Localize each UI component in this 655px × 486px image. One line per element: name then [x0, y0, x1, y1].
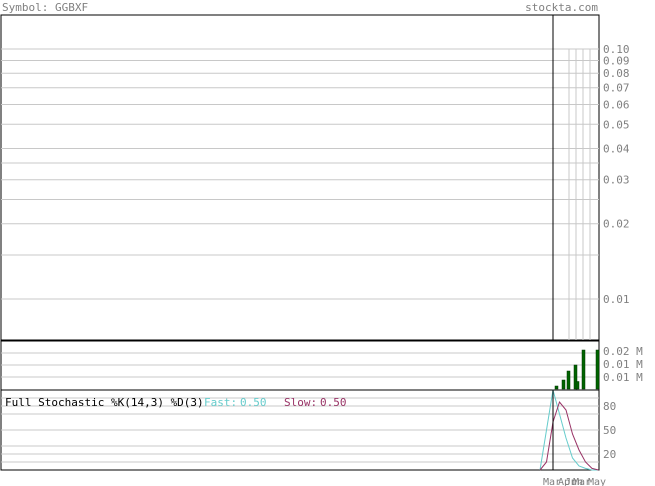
price-panel: 0.100.090.08 0.07 0.06 0.05 0.04 0.03 0.02 0.01	[0, 14, 630, 341]
slow-label: Slow:	[284, 396, 317, 409]
volume-bars	[554, 349, 600, 390]
price-tick-label: 0.01	[603, 293, 630, 306]
symbol-label: Symbol: GGBXF	[2, 1, 88, 14]
price-grid	[1, 48, 599, 300]
price-tick-label: 0.04	[603, 142, 630, 155]
price-tick-label: 0.06	[603, 98, 630, 111]
x-axis-month-label: May	[588, 477, 606, 486]
stochastic-tick-labels: 80 50 20	[603, 400, 616, 461]
slow-value: 0.50	[320, 396, 347, 409]
fast-value: 0.50	[240, 396, 267, 409]
stochastic-grid	[1, 397, 599, 463]
stochastic-title: Full Stochastic %K(14,3) %D(3)	[5, 396, 204, 409]
volume-bar	[595, 349, 600, 390]
volume-grid	[1, 352, 599, 378]
price-vertical-grid	[568, 49, 591, 340]
stochastic-tick-label: 20	[603, 448, 616, 461]
x-axis-month-label: Jun	[565, 477, 583, 486]
site-label: stockta.com	[525, 1, 598, 14]
price-tick-labels: 0.100.090.08 0.07 0.06 0.05 0.04 0.03 0.02 0.01	[603, 43, 630, 306]
price-tick-label: 0.10	[603, 43, 630, 56]
price-panel-border	[0, 14, 600, 341]
price-tick-label: 0.03	[603, 174, 630, 187]
volume-bar	[554, 385, 559, 390]
volume-tick-label: 0.01 M	[603, 358, 643, 371]
stochastic-tick-label: 80	[603, 400, 616, 413]
x-axis-month-label: Apr	[558, 477, 576, 486]
volume-tick-label: 0.01 M	[603, 371, 643, 384]
volume-tick-labels: 0.02 M0.01 M0.01 M	[603, 345, 643, 384]
volume-panel: 0.02 M0.01 M0.01 M	[0, 340, 643, 391]
price-tick-label: 0.09	[603, 54, 630, 67]
x-axis-month-label: Mar	[573, 477, 591, 486]
slow-series-line	[539, 400, 599, 471]
volume-bar	[561, 379, 566, 390]
volume-bar	[566, 370, 571, 390]
volume-bar	[575, 381, 580, 390]
price-tick-label: 0.07	[603, 82, 630, 95]
stochastic-panel: Full Stochastic %K(14,3) %D(3) Fast: 0.5…	[0, 389, 616, 471]
stochastic-tick-label: 50	[603, 424, 616, 437]
price-tick-label: 0.02	[603, 218, 630, 231]
x-axis-month-label: Mar	[543, 477, 561, 486]
volume-bar	[573, 364, 578, 390]
volume-tick-label: 0.02 M	[603, 345, 643, 358]
fast-label: Fast:	[204, 396, 237, 409]
fast-series-line	[539, 389, 599, 471]
volume-bar	[581, 349, 586, 390]
price-tick-label: 0.05	[603, 118, 630, 131]
price-tick-label: 0.08	[603, 67, 630, 80]
